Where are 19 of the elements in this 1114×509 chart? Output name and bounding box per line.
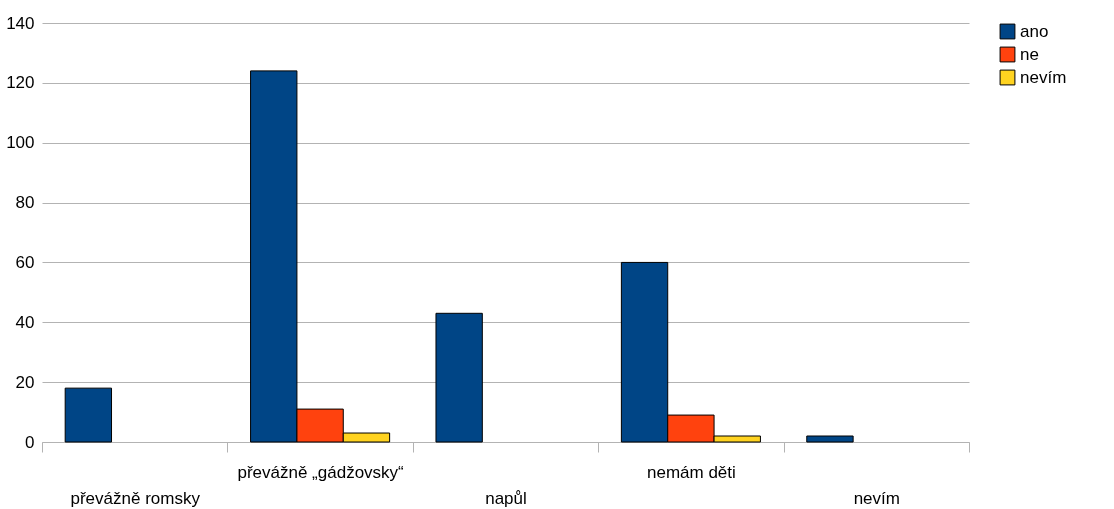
x-tick-label: převážně „gádžovsky“ [237, 462, 405, 482]
y-tick-label: 60 [15, 252, 35, 272]
y-tick-label: 0 [25, 432, 35, 452]
bar [64, 387, 113, 443]
x-tick-label: napůl [485, 488, 527, 508]
legend-label: ne [1020, 44, 1039, 64]
y-tick-label: 120 [6, 73, 35, 93]
y-tick-label: 100 [6, 133, 35, 153]
legend-label: ano [1020, 21, 1049, 41]
x-tick-label: převážně romsky [70, 488, 201, 508]
bar [806, 435, 854, 443]
legend-label: nevím [1020, 67, 1067, 87]
x-tick-label: nemám děti [646, 462, 736, 482]
bar [435, 312, 483, 443]
y-tick-label: 20 [15, 372, 35, 392]
y-tick-label: 140 [6, 13, 35, 33]
x-tick-label: nevím [853, 488, 900, 508]
y-tick-label: 40 [15, 312, 35, 332]
y-tick-label: 80 [15, 193, 35, 213]
